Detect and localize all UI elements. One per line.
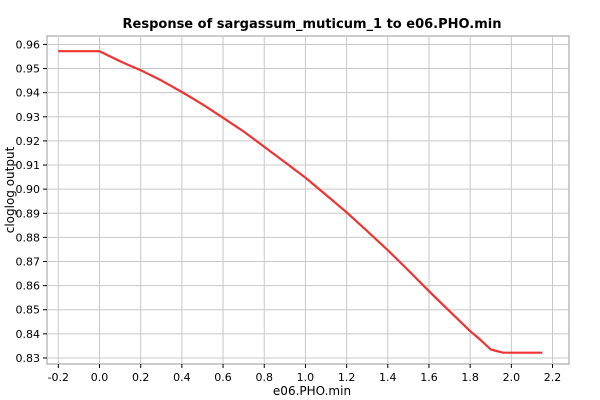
- y-tick-label: 0.96: [16, 38, 41, 51]
- x-tick-label: 1.4: [379, 371, 397, 384]
- y-axis-label: cloglog output: [3, 146, 17, 233]
- x-tick-label: 2.2: [544, 371, 562, 384]
- y-tick-label: 0.88: [16, 231, 41, 244]
- y-tick-label: 0.95: [16, 63, 41, 76]
- x-tick-label: 1.8: [461, 371, 479, 384]
- x-tick-label: 0.6: [214, 371, 232, 384]
- grid: [47, 36, 569, 364]
- x-tick-label: 0.4: [173, 371, 191, 384]
- series-line: [58, 50, 543, 354]
- chart-title: Response of sargassum_muticum_1 to e06.P…: [123, 17, 502, 32]
- y-tick-label: 0.90: [16, 183, 41, 196]
- plot-area: [46, 35, 570, 365]
- x-tick-label: 1.6: [420, 371, 438, 384]
- y-tick-label: 0.94: [16, 87, 41, 100]
- x-tick-label: 0.8: [255, 371, 273, 384]
- x-tick-label: 0.2: [132, 371, 150, 384]
- y-tick-label: 0.92: [16, 135, 41, 148]
- x-tick-label: 2.0: [503, 371, 521, 384]
- y-tick-label: 0.83: [16, 352, 41, 365]
- y-tick-label: 0.84: [16, 328, 41, 341]
- y-tick-label: 0.91: [16, 159, 41, 172]
- x-tick-label: 1.2: [338, 371, 356, 384]
- axis-ticks: -0.2 0.0 0.2 0.4 0.6 0.8 1.0 1.2 1.4 1.6 1.8 2.0 2.2…: [16, 38, 562, 384]
- y-tick-label: 0.86: [16, 280, 41, 293]
- series-layer: [58, 50, 543, 354]
- y-tick-label: 0.87: [16, 256, 41, 269]
- y-tick-label: 0.85: [16, 304, 41, 317]
- x-tick-label: -0.2: [48, 371, 69, 384]
- x-axis-label: e06.PHO.min: [273, 384, 351, 398]
- y-tick-label: 0.93: [16, 111, 41, 124]
- x-tick-label: 1.0: [297, 371, 315, 384]
- y-tick-label: 0.89: [16, 207, 41, 220]
- x-tick-label: 0.0: [91, 371, 109, 384]
